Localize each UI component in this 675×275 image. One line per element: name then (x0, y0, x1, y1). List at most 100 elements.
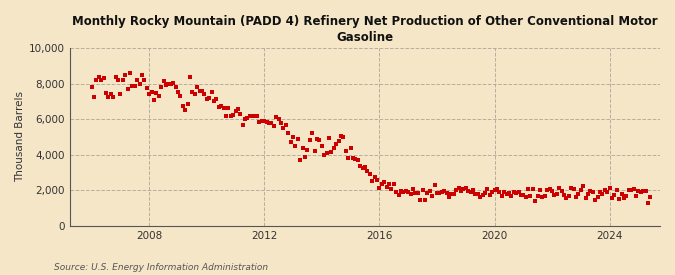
Point (410, 191, 421, 196)
Point (132, 78, 142, 82)
Point (618, 196, 629, 200)
Point (386, 186, 397, 191)
Point (643, 200, 653, 205)
Point (225, 114, 236, 119)
Point (568, 186, 579, 191)
Point (297, 145, 308, 150)
Point (420, 197, 431, 202)
Point (93, 75, 104, 80)
Point (134, 81, 145, 86)
Point (153, 94, 164, 98)
Point (635, 190, 646, 194)
Point (436, 189, 447, 194)
Point (425, 189, 435, 193)
Point (539, 194, 550, 198)
Point (269, 124, 279, 128)
Point (542, 188, 553, 192)
Point (566, 186, 576, 190)
Point (381, 184, 392, 189)
Point (275, 121, 286, 125)
Point (300, 155, 310, 160)
Point (309, 149, 320, 153)
Point (271, 115, 281, 120)
Point (516, 192, 526, 197)
Point (624, 187, 634, 192)
Point (429, 183, 440, 187)
Point (86, 85, 97, 89)
Point (321, 151, 332, 155)
Point (614, 197, 624, 201)
Point (470, 192, 481, 196)
Point (290, 144, 301, 148)
Point (256, 119, 267, 123)
Point (230, 109, 241, 114)
Point (125, 71, 136, 75)
Point (491, 187, 502, 191)
Point (304, 138, 315, 142)
Point (180, 108, 190, 112)
Point (238, 123, 248, 127)
Point (396, 189, 406, 193)
Point (443, 195, 454, 199)
Point (292, 137, 303, 141)
Point (312, 137, 323, 141)
Point (465, 190, 476, 194)
Point (196, 89, 207, 93)
Point (105, 92, 116, 97)
Point (398, 190, 409, 195)
Point (235, 111, 246, 116)
Point (479, 190, 490, 195)
Point (136, 72, 147, 77)
Point (302, 148, 313, 152)
Point (372, 178, 383, 182)
Point (278, 125, 289, 130)
Point (475, 194, 485, 199)
Point (630, 194, 641, 198)
Point (535, 188, 545, 192)
Point (173, 90, 184, 95)
Point (335, 134, 346, 138)
Point (113, 78, 124, 82)
Point (333, 139, 344, 143)
Point (607, 196, 618, 200)
Point (288, 135, 298, 139)
Point (348, 155, 358, 160)
Point (377, 182, 387, 186)
Point (350, 157, 361, 161)
Point (122, 87, 133, 92)
Point (626, 188, 637, 192)
Point (362, 169, 373, 173)
Point (163, 81, 173, 86)
Point (602, 189, 613, 194)
Point (537, 195, 548, 199)
Point (213, 104, 224, 109)
Point (638, 188, 649, 193)
Point (616, 191, 627, 196)
Point (175, 94, 186, 98)
Point (184, 75, 195, 79)
Point (556, 189, 567, 194)
Point (266, 121, 277, 125)
Point (367, 179, 377, 183)
Point (221, 114, 232, 118)
Point (307, 131, 318, 136)
Point (405, 192, 416, 197)
Point (640, 189, 651, 193)
Point (352, 158, 363, 162)
Point (240, 116, 250, 121)
Point (199, 92, 210, 96)
Point (583, 192, 593, 196)
Point (259, 119, 270, 123)
Point (144, 92, 155, 96)
Point (453, 186, 464, 190)
Point (156, 85, 167, 89)
Point (468, 188, 479, 192)
Point (168, 81, 179, 85)
Point (141, 86, 152, 90)
Point (98, 76, 109, 80)
Point (161, 83, 171, 87)
Point (645, 195, 656, 199)
Point (477, 193, 488, 197)
Point (244, 113, 255, 118)
Point (494, 190, 505, 194)
